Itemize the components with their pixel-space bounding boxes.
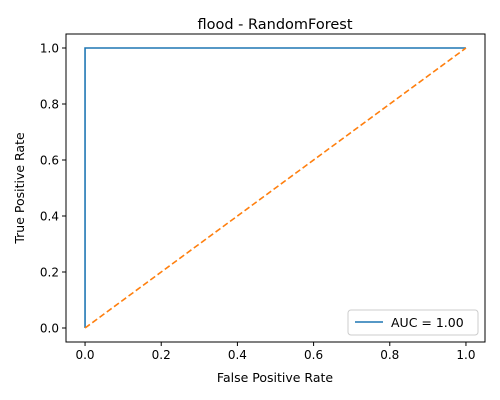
series-layer: [84, 47, 467, 329]
y-axis-label: True Positive Rate: [12, 132, 27, 245]
legend-box: [347, 309, 479, 336]
x-tick-label: 0.6: [304, 348, 323, 362]
x-tick-label: 1.0: [456, 348, 475, 362]
x-tick-label: 0.4: [228, 348, 247, 362]
x-tick-label: 0.0: [75, 348, 94, 362]
x-axis-label: False Positive Rate: [217, 370, 333, 385]
y-tick-label: 0.4: [40, 210, 59, 224]
roc-curve-line: [84, 47, 466, 328]
y-axis-ticks: 0.0 0.2 0.4 0.6 0.8 1.0: [40, 42, 66, 336]
y-tick-label: 0.8: [40, 98, 59, 112]
plot-area-frame: [65, 33, 486, 343]
y-tick-label: 0.0: [40, 322, 59, 336]
x-tick-label: 0.8: [380, 348, 399, 362]
y-tick-label: 0.2: [40, 266, 59, 280]
x-tick-label: 0.2: [152, 348, 171, 362]
y-tick-label: 0.6: [40, 154, 59, 168]
legend: AUC = 1.00: [347, 309, 479, 336]
x-axis-ticks: 0.0 0.2 0.4 0.6 0.8 1.0: [75, 342, 476, 362]
y-tick-label: 1.0: [40, 42, 59, 56]
chart-title: flood - RandomForest: [197, 17, 352, 33]
legend-label: AUC = 1.00: [391, 315, 464, 330]
chance-diagonal-line: [84, 47, 467, 329]
